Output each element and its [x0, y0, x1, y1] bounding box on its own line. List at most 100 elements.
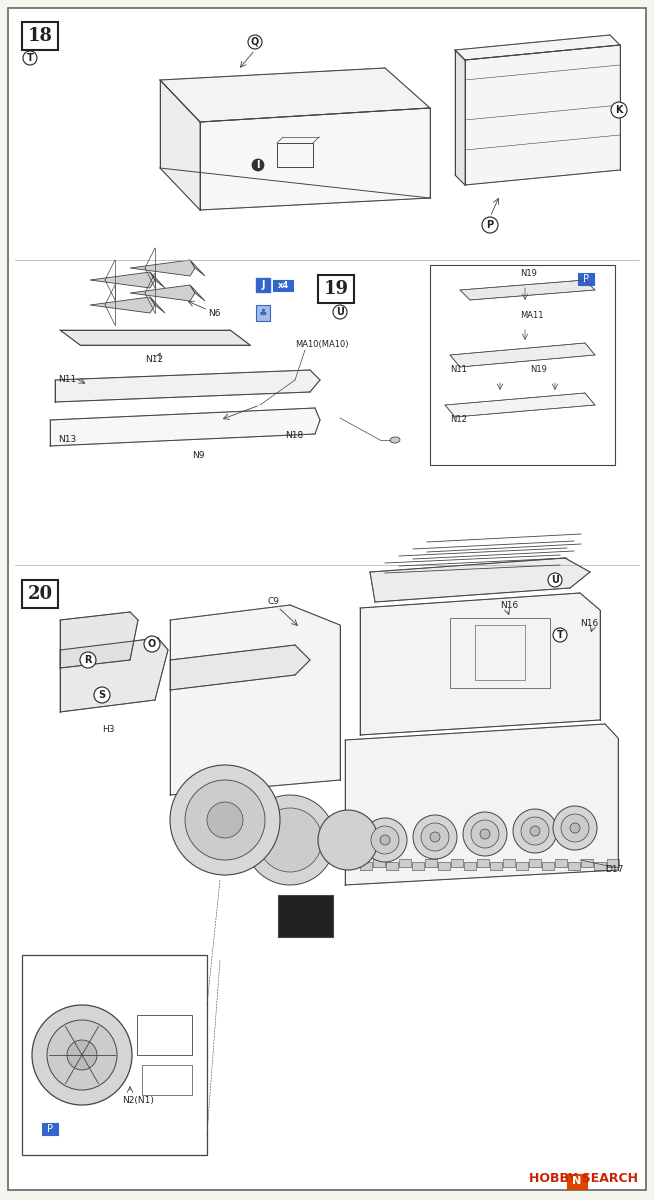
Polygon shape	[60, 330, 250, 346]
Polygon shape	[200, 108, 430, 210]
Text: ♣: ♣	[258, 308, 267, 318]
Circle shape	[258, 808, 322, 872]
Text: N11: N11	[450, 366, 467, 374]
Bar	[607, 859, 619, 866]
Text: 20: 20	[27, 584, 52, 602]
Polygon shape	[360, 593, 600, 734]
Text: C9: C9	[268, 598, 280, 606]
Circle shape	[32, 1006, 132, 1105]
Circle shape	[170, 766, 280, 875]
Bar	[22, 22, 58, 50]
Bar	[373, 859, 385, 866]
Polygon shape	[170, 605, 340, 794]
Ellipse shape	[390, 437, 400, 443]
Bar	[578, 272, 594, 284]
Text: N16: N16	[500, 600, 518, 610]
Circle shape	[23, 50, 37, 65]
Bar	[490, 862, 502, 870]
Text: U: U	[336, 307, 344, 317]
Circle shape	[333, 305, 347, 319]
Text: N12: N12	[145, 355, 163, 365]
Circle shape	[245, 794, 335, 886]
Bar	[542, 862, 554, 870]
Bar	[451, 859, 463, 866]
Polygon shape	[455, 50, 465, 185]
Text: P: P	[487, 220, 494, 230]
Bar	[555, 859, 567, 866]
Text: I: I	[256, 160, 260, 170]
Polygon shape	[190, 260, 205, 276]
Circle shape	[548, 572, 562, 587]
Text: U: U	[551, 575, 559, 584]
Bar	[581, 859, 593, 866]
Circle shape	[521, 817, 549, 845]
Polygon shape	[345, 724, 618, 886]
Text: R: R	[84, 655, 92, 665]
Circle shape	[561, 814, 589, 842]
Bar	[273, 280, 293, 290]
Text: J: J	[261, 280, 265, 290]
Bar	[438, 862, 450, 870]
Polygon shape	[445, 392, 595, 416]
Polygon shape	[160, 68, 430, 122]
Bar	[430, 265, 615, 464]
Bar	[450, 618, 550, 688]
Circle shape	[251, 158, 265, 172]
Circle shape	[80, 652, 96, 668]
Polygon shape	[455, 35, 620, 60]
Bar	[475, 625, 525, 680]
Circle shape	[47, 1020, 117, 1090]
Polygon shape	[90, 296, 155, 313]
Circle shape	[380, 835, 390, 845]
Text: D17: D17	[605, 865, 623, 875]
Text: N16: N16	[580, 618, 598, 628]
Text: K: K	[615, 104, 623, 115]
Circle shape	[553, 806, 597, 850]
Circle shape	[94, 686, 110, 703]
Bar	[137, 1015, 192, 1055]
Polygon shape	[150, 272, 165, 288]
Bar	[22, 580, 58, 608]
Polygon shape	[60, 638, 168, 712]
Polygon shape	[460, 280, 595, 300]
Bar	[399, 859, 411, 866]
Bar	[277, 143, 313, 167]
Text: N2(N1): N2(N1)	[122, 1096, 154, 1104]
Circle shape	[413, 815, 457, 859]
Circle shape	[480, 829, 490, 839]
Circle shape	[185, 780, 265, 860]
Polygon shape	[190, 284, 205, 301]
Polygon shape	[60, 612, 138, 668]
Text: x4: x4	[277, 281, 288, 289]
Text: N19: N19	[530, 366, 547, 374]
Bar	[278, 895, 333, 937]
Bar	[477, 859, 489, 866]
Bar	[360, 862, 372, 870]
Text: N18: N18	[285, 431, 303, 439]
Polygon shape	[465, 44, 620, 185]
Circle shape	[144, 636, 160, 652]
Circle shape	[318, 810, 378, 870]
Circle shape	[207, 802, 243, 838]
Circle shape	[471, 820, 499, 848]
Bar	[425, 859, 437, 866]
Circle shape	[482, 217, 498, 233]
Text: 19: 19	[324, 280, 349, 298]
Bar	[22, 955, 207, 1154]
Circle shape	[463, 812, 507, 856]
Circle shape	[553, 628, 567, 642]
Polygon shape	[450, 343, 595, 367]
Text: T: T	[557, 630, 563, 640]
Bar	[142, 1066, 192, 1094]
Circle shape	[430, 832, 440, 842]
Text: MA10(MA10): MA10(MA10)	[295, 341, 349, 349]
Polygon shape	[170, 646, 310, 690]
Text: N: N	[572, 1176, 581, 1186]
Bar	[386, 862, 398, 870]
Circle shape	[421, 823, 449, 851]
Polygon shape	[130, 284, 195, 301]
Polygon shape	[160, 80, 200, 210]
Text: N12: N12	[450, 415, 467, 425]
Bar	[567, 1174, 587, 1189]
Bar	[256, 278, 270, 292]
